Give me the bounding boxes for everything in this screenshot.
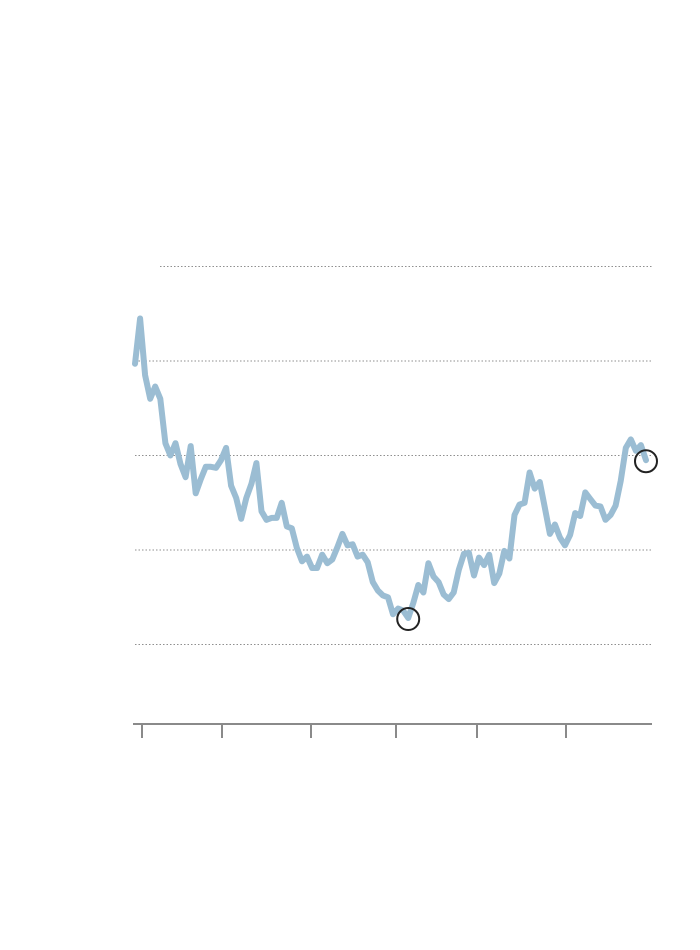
series-group xyxy=(132,315,649,621)
gridlines xyxy=(135,266,652,645)
highlight-marker xyxy=(396,607,421,632)
x-axis xyxy=(133,723,652,738)
highlight-marker xyxy=(634,449,658,474)
series-line xyxy=(132,315,649,621)
highlight-markers xyxy=(396,449,658,632)
